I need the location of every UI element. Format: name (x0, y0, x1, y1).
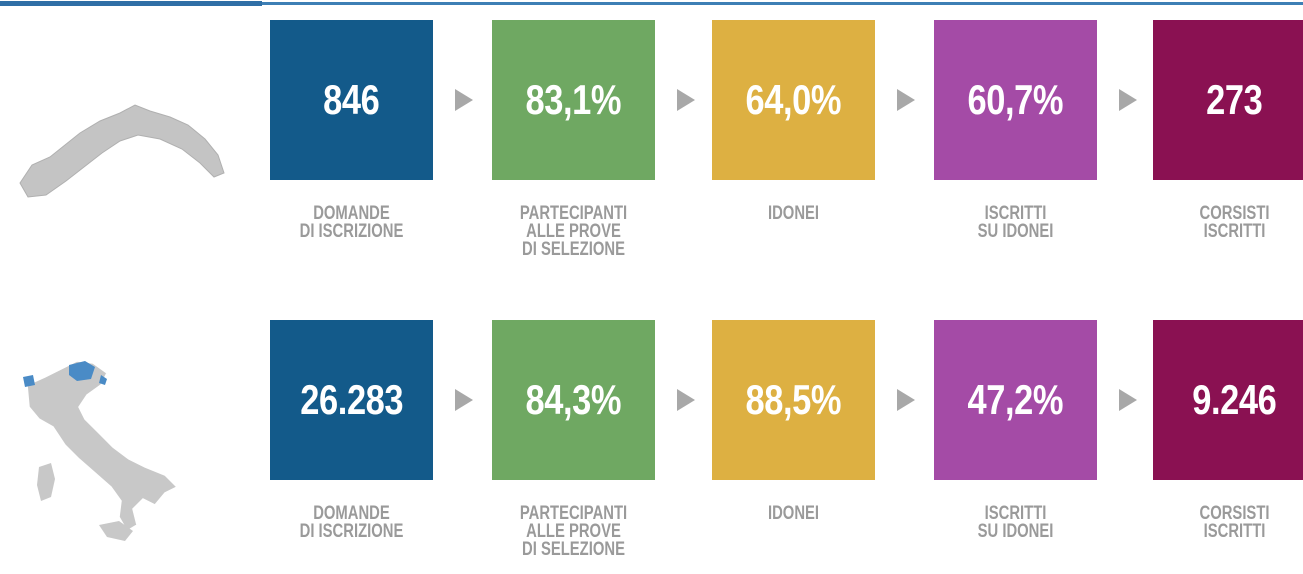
sicily (99, 521, 133, 541)
step-box: 88,5% (712, 320, 875, 480)
step-box: 846 (270, 20, 433, 180)
step-value: 83,1% (525, 76, 622, 123)
step-label: DOMANDE DI ISCRIZIONE (270, 203, 433, 242)
step-label: DOMANDE DI ISCRIZIONE (270, 503, 433, 542)
step-label: CORSISTI ISCRITTI (1153, 503, 1303, 542)
label-line: CORSISTI (1199, 203, 1270, 224)
step-box: 9.246 (1153, 320, 1303, 480)
label-line: ISCRITTI (1203, 521, 1266, 542)
step-value: 846 (323, 76, 380, 123)
step-label: ISCRITTI SU IDONEI (934, 503, 1097, 542)
highlight-region (23, 375, 35, 387)
step-label: CORSISTI ISCRITTI (1153, 203, 1303, 242)
step-value: 88,5% (745, 376, 842, 423)
step-value: 9.246 (1192, 376, 1277, 423)
label-line: ALLE PROVE (526, 221, 621, 242)
label-line: ISCRITTI (1203, 221, 1266, 242)
label-line: DI ISCRIZIONE (299, 521, 404, 542)
liguria-map (19, 104, 225, 198)
step-value: 84,3% (525, 376, 622, 423)
italy-map (23, 360, 179, 541)
step-arrow (455, 389, 473, 411)
label-line: ISCRITTI (984, 503, 1047, 524)
highlight-region (99, 375, 107, 385)
step-arrow (1119, 389, 1137, 411)
label-line: ISCRITTI (984, 203, 1047, 224)
label-line: PARTECIPANTI (519, 203, 628, 224)
label-line: SU IDONEI (977, 521, 1054, 542)
step-value: 26.283 (300, 376, 403, 423)
top-rule (0, 2, 1303, 5)
step-value: 273 (1206, 76, 1263, 123)
step-label: IDONEI (712, 503, 875, 524)
step-box: 26.283 (270, 320, 433, 480)
label-line: DOMANDE (313, 203, 390, 224)
step-label: PARTECIPANTI ALLE PROVE DI SELEZIONE (492, 503, 655, 560)
step-value: 64,0% (745, 76, 842, 123)
label-line: IDONEI (767, 203, 820, 224)
step-box: 83,1% (492, 20, 655, 180)
label-line: DOMANDE (313, 503, 390, 524)
label-line: DI ISCRIZIONE (299, 221, 404, 242)
step-arrow (677, 89, 695, 111)
label-line: DI SELEZIONE (522, 539, 625, 560)
label-line: DI SELEZIONE (522, 239, 625, 260)
highlight-region (69, 361, 95, 381)
label-line: SU IDONEI (977, 221, 1054, 242)
step-box: 64,0% (712, 20, 875, 180)
step-box: 273 (1153, 20, 1303, 180)
step-arrow (1119, 89, 1137, 111)
label-line: PARTECIPANTI (519, 503, 628, 524)
step-box: 84,3% (492, 320, 655, 480)
step-box: 60,7% (934, 20, 1097, 180)
step-label: ISCRITTI SU IDONEI (934, 203, 1097, 242)
step-box: 47,2% (934, 320, 1097, 480)
step-value: 47,2% (967, 376, 1064, 423)
sardinia (37, 463, 55, 501)
step-arrow (677, 389, 695, 411)
step-arrow (455, 89, 473, 111)
step-arrow (897, 89, 915, 111)
step-value: 60,7% (967, 76, 1064, 123)
region-shape (19, 104, 225, 198)
top-rule-accent (0, 1, 262, 6)
label-line: ALLE PROVE (526, 521, 621, 542)
step-label: PARTECIPANTI ALLE PROVE DI SELEZIONE (492, 203, 655, 260)
label-line: CORSISTI (1199, 503, 1270, 524)
italy-shape (26, 360, 179, 533)
step-arrow (897, 389, 915, 411)
step-label: IDONEI (712, 203, 875, 224)
label-line: IDONEI (767, 503, 820, 524)
